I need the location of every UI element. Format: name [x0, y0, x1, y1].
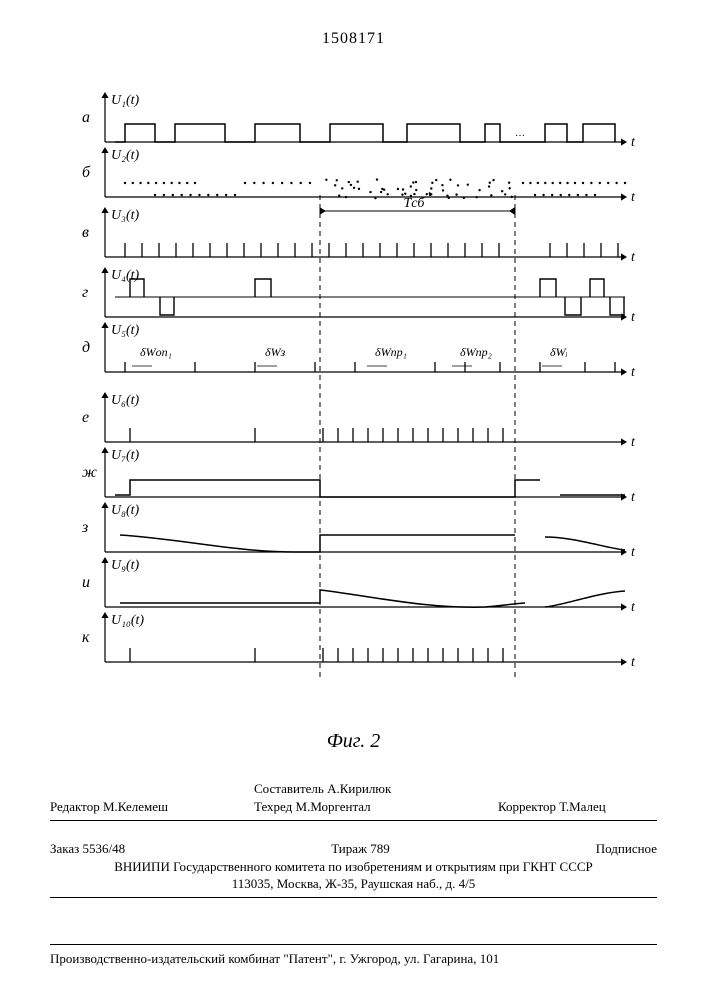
editor-label: Редактор [50, 799, 100, 814]
footer-line: Производственно-издательский комбинат "П… [50, 940, 657, 967]
tech-label: Техред [254, 799, 292, 814]
composer-label: Составитель [254, 781, 324, 796]
corrector-name: Т.Малец [559, 799, 606, 814]
svg-text:Tсб: Tсб [404, 196, 426, 211]
svg-text:U₃(t): U₃(t) [111, 208, 140, 223]
svg-text:t: t [631, 250, 636, 265]
svg-text:д: д [82, 339, 90, 356]
tech-name: М.Моргентал [296, 799, 371, 814]
svg-text:U₆(t): U₆(t) [111, 393, 140, 408]
page: 1508171 а t U₁(t) … б t U₂(t) Tсб в t U₃(t) г t U₄(t)… [0, 0, 707, 1000]
svg-text:к: к [82, 629, 90, 646]
svg-text:б: б [82, 164, 91, 181]
svg-text:t: t [631, 655, 636, 670]
svg-text:и: и [82, 574, 90, 591]
corrector-label: Корректор [498, 799, 556, 814]
order-number: Заказ 5536/48 [50, 840, 125, 858]
svg-text:U₈(t): U₈(t) [111, 503, 140, 518]
svg-text:U₅(t): U₅(t) [111, 323, 140, 338]
org-address: 113035, Москва, Ж-35, Раушская наб., д. … [50, 875, 657, 893]
svg-text:е: е [82, 409, 89, 426]
svg-text:а: а [82, 109, 90, 126]
composer-name: А.Кирилюк [327, 781, 391, 796]
svg-text:t: t [631, 365, 636, 380]
svg-text:t: t [631, 545, 636, 560]
copies-count: Тираж 789 [331, 840, 390, 858]
timing-diagram-figure: аtU₁(t)…бtU₂(t)TсбвtU₃(t)гtU₄(t)дtU₅(t)δ… [80, 90, 650, 720]
svg-text:…: … [515, 128, 525, 139]
svg-text:t: t [631, 190, 636, 205]
credits-block: Составитель А.Кирилюк Редактор М.Келемеш… [50, 780, 657, 825]
svg-text:t: t [631, 490, 636, 505]
svg-text:t: t [631, 310, 636, 325]
svg-text:U₄(t): U₄(t) [111, 268, 140, 283]
publication-info: Заказ 5536/48 Тираж 789 Подписное ВНИИПИ… [50, 840, 657, 902]
signed-label: Подписное [596, 840, 657, 858]
svg-text:в: в [82, 224, 89, 241]
svg-text:δWз: δWз [265, 345, 286, 359]
svg-text:t: t [631, 435, 636, 450]
figure-caption: Фиг. 2 [0, 730, 707, 753]
svg-text:U₇(t): U₇(t) [111, 448, 140, 463]
svg-text:t: t [631, 135, 636, 150]
editor-name: М.Келемеш [103, 799, 168, 814]
svg-text:ж: ж [82, 464, 97, 481]
svg-text:U₁(t): U₁(t) [111, 93, 140, 108]
svg-text:t: t [631, 600, 636, 615]
footer-text: Производственно-издательский комбинат "П… [50, 951, 499, 966]
svg-text:U₂(t): U₂(t) [111, 148, 140, 163]
svg-text:г: г [82, 284, 88, 301]
org-name: ВНИИПИ Государственного комитета по изоб… [50, 858, 657, 876]
svg-text:δWпр₁: δWпр₁ [375, 345, 407, 359]
svg-text:δWпр₂: δWпр₂ [460, 345, 492, 359]
svg-text:δWᵢ: δWᵢ [550, 345, 568, 359]
svg-text:δWоп₁: δWоп₁ [140, 345, 172, 359]
svg-text:з: з [81, 519, 88, 536]
svg-text:U₁₀(t): U₁₀(t) [111, 613, 144, 628]
header-patent-number: 1508171 [0, 30, 707, 48]
svg-text:U₉(t): U₉(t) [111, 558, 140, 573]
